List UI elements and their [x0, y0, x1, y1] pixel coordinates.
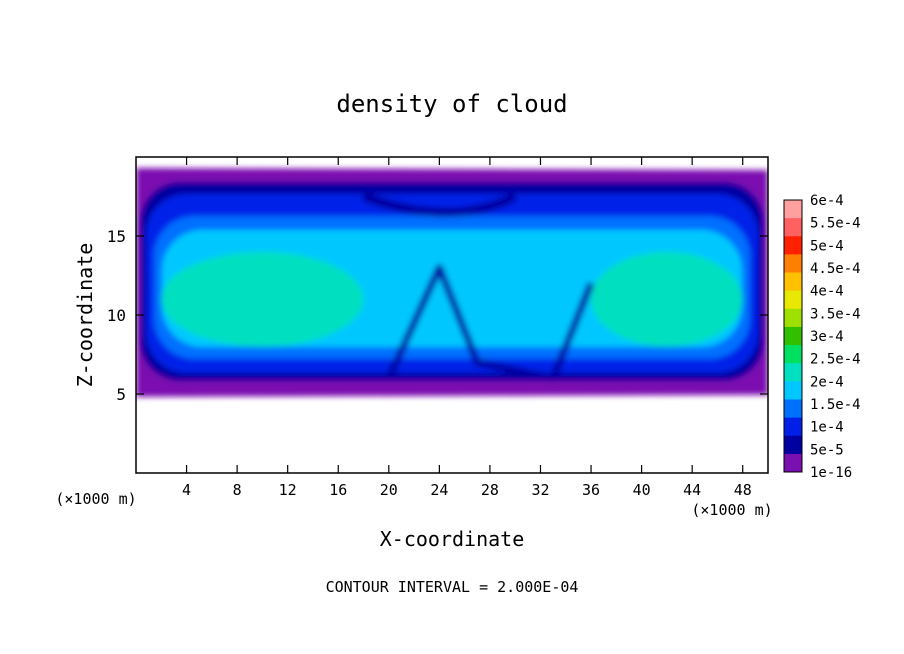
colorbar-swatch	[784, 417, 802, 437]
colorbar-swatch	[784, 308, 802, 328]
colorbar-label: 1e-16	[810, 465, 852, 481]
colorbar-label: 5e-4	[810, 238, 844, 254]
colorbar-swatch	[784, 363, 802, 382]
x-unit-left: (×1000 m)	[55, 490, 136, 508]
contour-interval: CONTOUR INTERVAL = 2.000E-04	[326, 578, 579, 596]
x-tick-label: 44	[683, 481, 701, 499]
colorbar-label: 1.5e-4	[810, 397, 861, 413]
colorbar-label: 2e-4	[810, 374, 844, 390]
x-tick-label: 20	[380, 481, 398, 499]
colorbar-label: 5.5e-4	[810, 216, 861, 232]
x-tick-label: 12	[279, 481, 297, 499]
x-axis-label: X-coordinate	[380, 527, 525, 551]
colorbar-label: 4.5e-4	[810, 261, 861, 277]
x-tick-label: 48	[734, 481, 752, 499]
colorbar-swatch	[784, 399, 802, 419]
y-tick-label: 15	[107, 227, 126, 246]
filament-upper	[362, 192, 518, 217]
x-tick-label: 8	[233, 481, 242, 499]
x-axis: 4 8 12 16 20 24 28 32 36 40 44 48	[182, 157, 752, 499]
colorbar-swatch	[784, 254, 802, 274]
colorbar-label: 5e-5	[810, 442, 844, 458]
y-tick-label: 5	[116, 385, 126, 404]
colorbar: 6e-4 5.5e-4 5e-4 4.5e-4 4e-4 3.5e-4 3e-4 2.5e-4…	[783, 193, 861, 481]
colorbar-label: 2.5e-4	[810, 352, 861, 368]
colorbar-swatch	[784, 290, 802, 310]
colorbar-swatch	[784, 200, 802, 219]
chart-title: density of cloud	[336, 90, 567, 118]
x-unit-right: (×1000 m)	[691, 501, 772, 519]
colorbar-swatch	[784, 236, 802, 255]
y-axis: 5 10 15	[107, 227, 768, 404]
colorbar-swatch	[784, 381, 802, 400]
x-tick-label: 32	[531, 481, 549, 499]
x-tick-label: 4	[182, 481, 191, 499]
colorbar-frame	[783, 199, 803, 473]
x-tick-label: 40	[633, 481, 651, 499]
colorbar-swatch	[784, 435, 802, 455]
x-tick-label: 16	[329, 481, 347, 499]
colorbar-label: 6e-4	[810, 193, 844, 209]
colorbar-label: 1e-4	[810, 420, 844, 436]
x-tick-label: 36	[582, 481, 600, 499]
x-tick-label: 28	[481, 481, 499, 499]
colorbar-label: 3e-4	[810, 329, 844, 345]
colorbar-swatch	[784, 453, 802, 473]
colorbar-swatch	[784, 345, 802, 364]
filament	[385, 264, 595, 382]
x-tick-label: 24	[430, 481, 448, 499]
y-tick-label: 10	[107, 306, 126, 325]
colorbar-swatch	[784, 326, 802, 346]
colorbar-label: 3.5e-4	[810, 306, 861, 322]
colorbar-label: 4e-4	[810, 284, 844, 300]
y-axis-label: Z-coordinate	[73, 243, 97, 388]
density-field	[136, 168, 768, 397]
colorbar-swatch	[784, 272, 802, 292]
peak-core	[161, 251, 364, 347]
colorbar-swatch	[784, 218, 802, 237]
peak-core	[591, 251, 743, 347]
